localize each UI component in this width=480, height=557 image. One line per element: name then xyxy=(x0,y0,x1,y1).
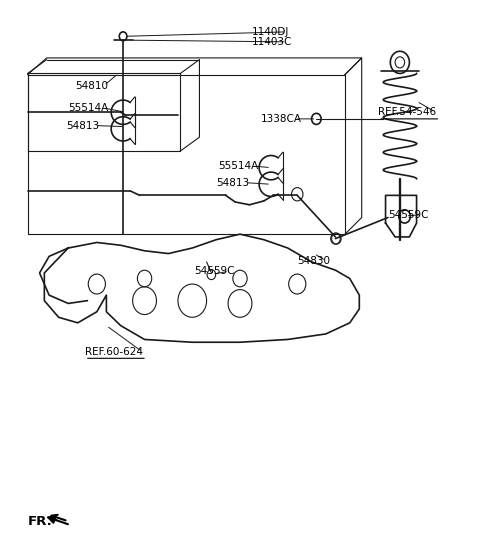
Text: 54810: 54810 xyxy=(75,81,108,91)
Text: REF.54-546: REF.54-546 xyxy=(378,108,436,117)
Text: 54813: 54813 xyxy=(66,120,99,130)
Text: 54559C: 54559C xyxy=(195,266,235,276)
Text: 1338CA: 1338CA xyxy=(261,114,301,124)
Text: FR.: FR. xyxy=(28,515,52,527)
Text: 11403C: 11403C xyxy=(252,37,292,47)
Text: 55514A: 55514A xyxy=(218,161,259,171)
Text: 54559C: 54559C xyxy=(388,210,429,220)
Text: 54813: 54813 xyxy=(216,178,249,188)
Text: 55514A: 55514A xyxy=(68,103,108,113)
Text: REF.60-624: REF.60-624 xyxy=(85,346,143,356)
Text: 1140DJ: 1140DJ xyxy=(252,27,289,37)
Text: 54830: 54830 xyxy=(297,256,330,266)
